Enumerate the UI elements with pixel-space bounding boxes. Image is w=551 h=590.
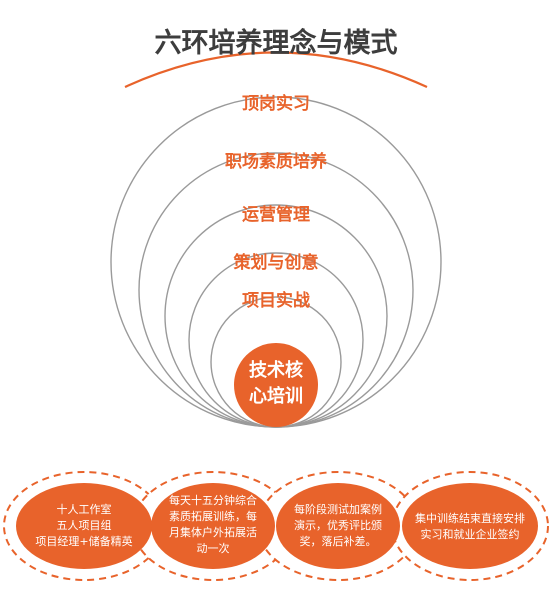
pill-4 (402, 483, 538, 569)
pill-2-text: 每天十五分钟综合 素质拓展训练，每 月集体户外拓展活 动一次 (169, 493, 257, 555)
ring-label-3: 运营管理 (242, 204, 310, 225)
pill-4-line-1: 集中训练结束直接安排 (415, 511, 525, 525)
pill-3-text: 每阶段测试加案例 演示，优秀评比颁 奖，落后补差。 (294, 502, 382, 548)
pill-3 (276, 483, 400, 569)
pill-1-line-3: 项目经理+储备精英 (35, 534, 132, 548)
pill-1 (16, 483, 152, 569)
ring-label-2: 职场素质培养 (225, 151, 328, 172)
pill-2-line-2: 素质拓展训练，每 (169, 509, 257, 523)
core-label-line-2: 心培训 (249, 385, 303, 407)
pills (16, 483, 538, 569)
pill-2-line-1: 每天十五分钟综合 (169, 493, 257, 507)
pill-1-text: 十人工作室 五人项目组 项目经理+储备精英 (35, 502, 132, 548)
pill-3-line-3: 奖，落后补差。 (300, 534, 377, 548)
pill-2-line-3: 月集体户外拓展活 (169, 525, 257, 539)
title-arc (124, 51, 428, 89)
ring-label-4: 策划与创意 (234, 252, 319, 273)
core-label-line-1: 技术核 (249, 359, 303, 381)
pill-4-line-2: 实习和就业企业签约 (421, 527, 520, 541)
ring-label-5: 项目实战 (242, 290, 310, 311)
pill-2-line-4: 动一次 (197, 541, 230, 555)
pill-4-text: 集中训练结束直接安排 实习和就业企业签约 (415, 511, 525, 541)
core-circle (234, 343, 318, 427)
pill-3-line-1: 每阶段测试加案例 (294, 502, 382, 516)
pill-2 (151, 483, 275, 569)
ring-label-1: 顶岗实习 (242, 93, 310, 114)
diagram-title: 六环培养理念与模式 (155, 27, 398, 59)
pill-1-line-1: 十人工作室 (57, 502, 112, 516)
pill-1-line-2: 五人项目组 (57, 518, 112, 532)
pill-3-line-2: 演示，优秀评比颁 (294, 518, 382, 532)
